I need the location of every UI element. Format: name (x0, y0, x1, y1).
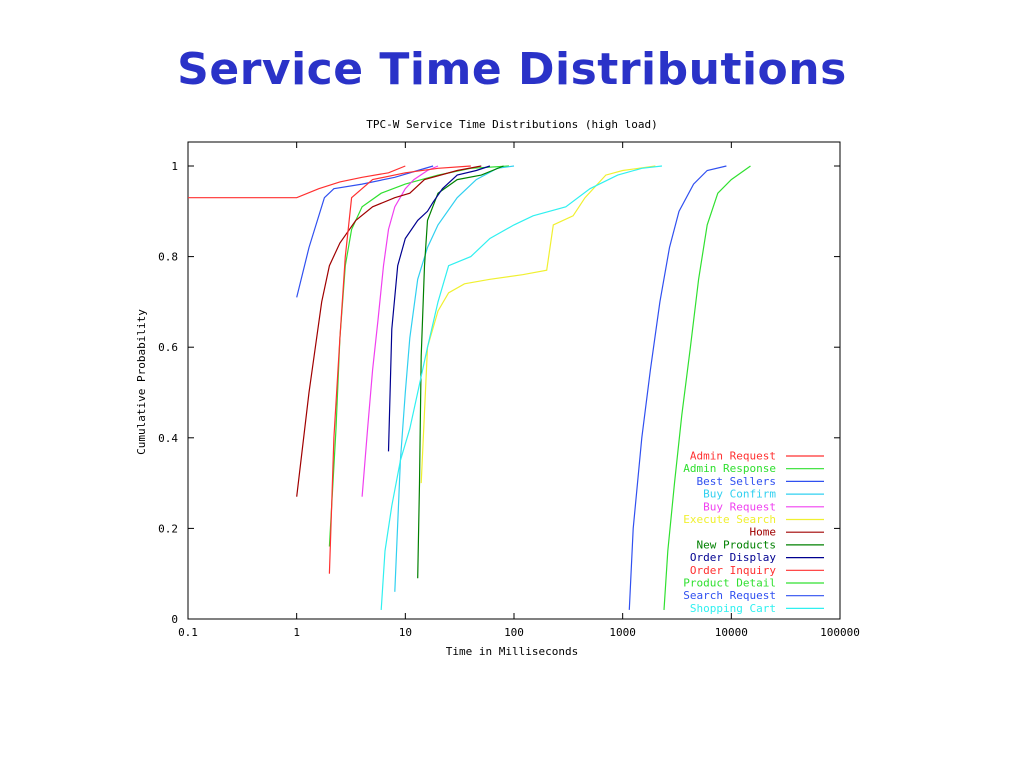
legend-label: Order Inquiry (690, 564, 776, 577)
series-line-buy-request (361, 165, 439, 497)
legend-label: Buy Request (703, 500, 776, 513)
x-tick-label: 100 (504, 626, 524, 639)
series-line-product-detail (663, 165, 751, 610)
legend-label: Shopping Cart (690, 602, 776, 615)
y-tick-label: 0 (171, 613, 178, 626)
x-tick-label: 10000 (715, 626, 748, 639)
y-tick-label: 1 (171, 160, 178, 173)
x-tick-label: 0.1 (178, 626, 198, 639)
y-tick-label: 0.2 (158, 522, 178, 535)
slide-title: Service Time Distributions (177, 44, 847, 95)
legend-label: Home (750, 526, 777, 539)
series-line-shopping-cart (380, 165, 663, 610)
legend-label: Admin Response (683, 462, 776, 475)
y-tick-label: 0.8 (158, 251, 178, 264)
legend-label: Search Request (683, 589, 776, 602)
legend-label: Admin Request (690, 450, 776, 463)
legend-label: Product Detail (683, 577, 776, 590)
chart-title: TPC-W Service Time Distributions (high l… (366, 118, 657, 131)
series-line-new-products (417, 165, 504, 579)
series-line-search-request (628, 165, 727, 610)
y-tick-label: 0.4 (158, 432, 178, 445)
x-tick-label: 10 (399, 626, 412, 639)
legend-label: Best Sellers (697, 475, 776, 488)
x-tick-label: 100000 (820, 626, 860, 639)
series-layer (188, 165, 751, 610)
series-line-execute-search (420, 165, 656, 484)
series-line-order-display (387, 165, 491, 452)
legend-label: Order Display (690, 551, 776, 564)
series-line-order-inquiry (328, 165, 471, 574)
y-tick-label: 0.6 (158, 341, 178, 354)
legend-label: Buy Confirm (703, 488, 776, 501)
series-line-home (296, 165, 482, 497)
series-line-admin-request (188, 165, 406, 199)
y-axis-label: Cumulative Probability (135, 309, 148, 455)
legend-label: Execute Search (683, 513, 776, 526)
legend-label: New Products (697, 538, 776, 551)
x-tick-label: 1000 (609, 626, 636, 639)
axis-ticks: 0.1 1 10 100 1000 10000 100000 0 0.2 0.4 0.6 0.8 1 (158, 142, 860, 639)
x-tick-label: 1 (293, 626, 300, 639)
series-line-buy-confirm (394, 165, 515, 592)
x-axis-label: Time in Milliseconds (446, 645, 578, 658)
